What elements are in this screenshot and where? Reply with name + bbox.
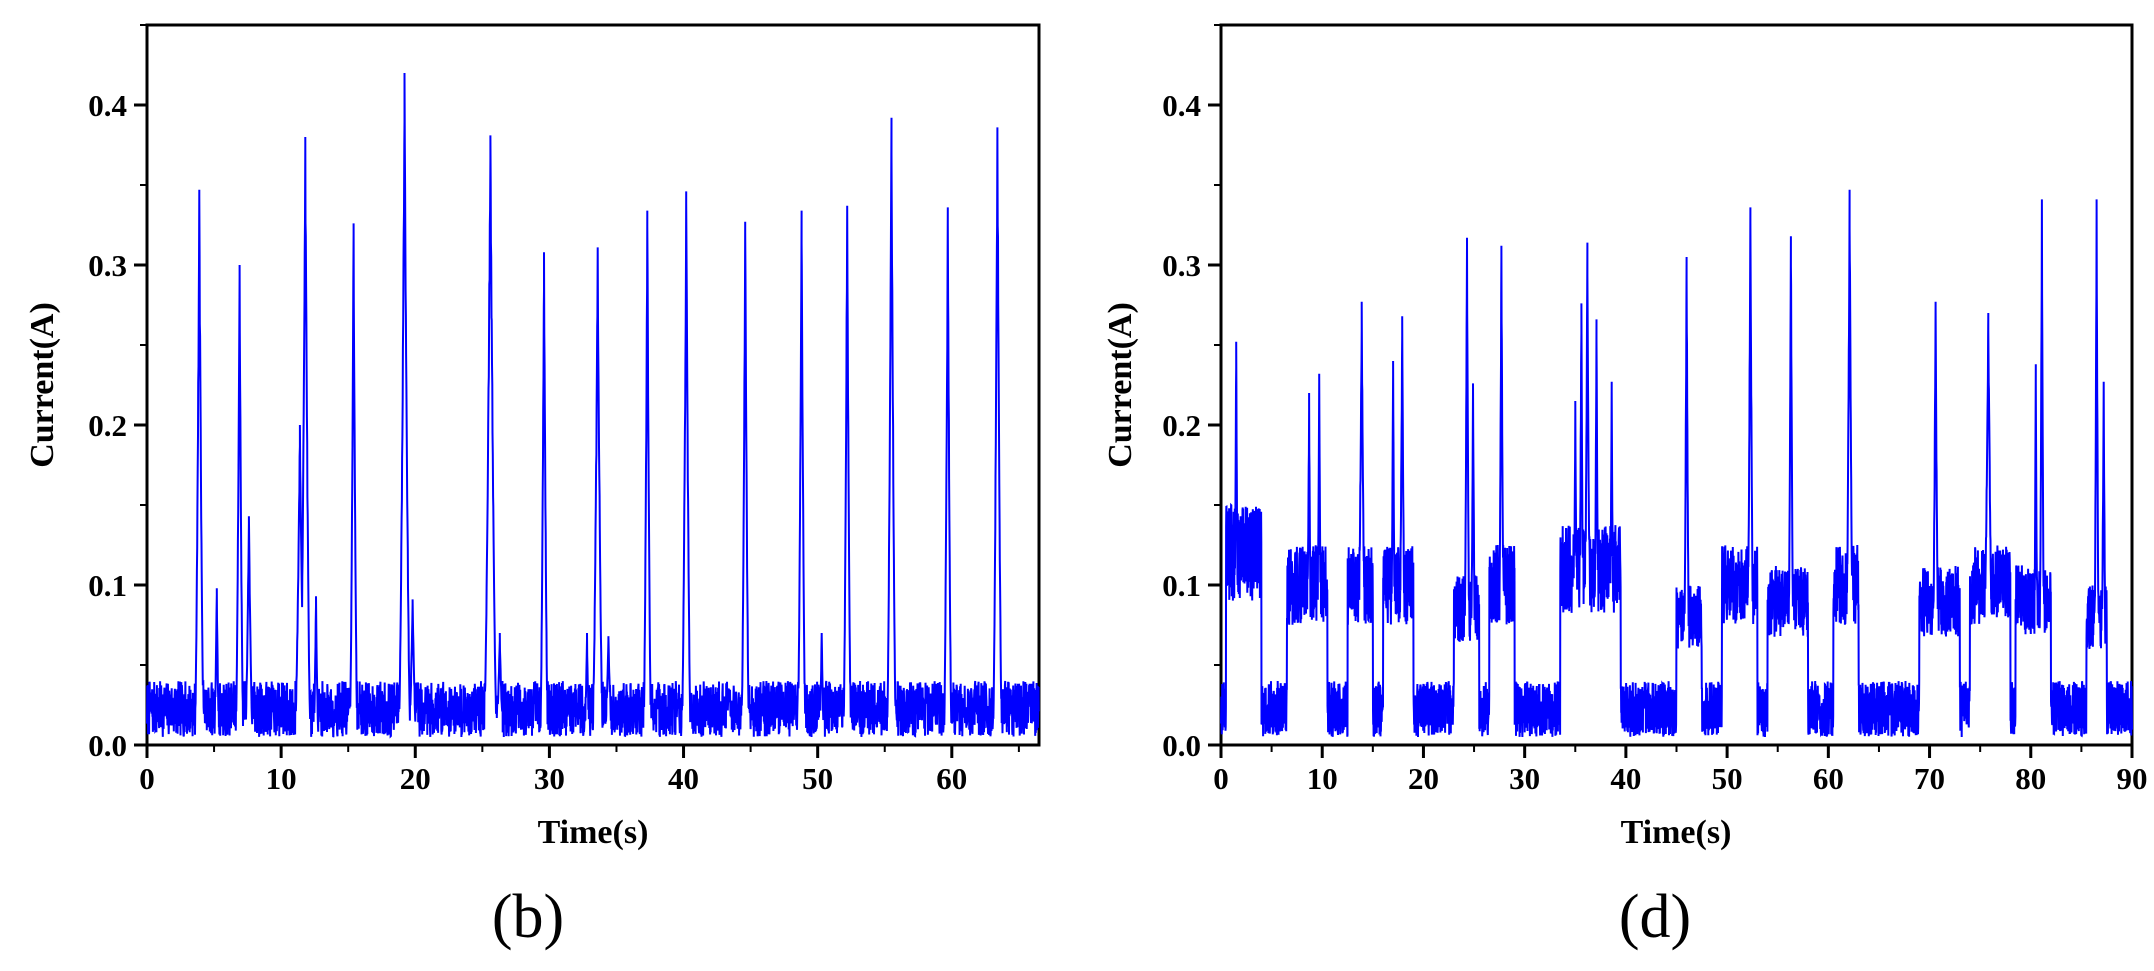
x-tick-label: 60 <box>1813 761 1844 796</box>
x-tick-label: 50 <box>802 761 833 796</box>
axis-ticks: 0 10 20 30 40 50 60 70 80 90 0.0 0.1 0.2 0.3 0.4 <box>1162 24 2148 796</box>
x-tick-label: 20 <box>1408 761 1439 796</box>
y-axis-title: Current(A) <box>24 302 61 468</box>
x-tick-label: 10 <box>1307 761 1338 796</box>
x-tick-label: 80 <box>2015 761 2046 796</box>
x-tick-label: 70 <box>1914 761 1945 796</box>
y-tick-label: 0.0 <box>88 728 127 763</box>
x-tick-label: 30 <box>1509 761 1540 796</box>
x-tick-label: 40 <box>1610 761 1641 796</box>
y-tick-label: 0.2 <box>1162 408 1201 443</box>
y-tick-label: 0.4 <box>88 88 127 123</box>
y-tick-label: 0.3 <box>1162 248 1201 283</box>
panel-label-d: (d) <box>1619 883 1691 951</box>
x-tick-label: 60 <box>936 761 967 796</box>
x-tick-label: 0 <box>1213 761 1229 796</box>
panel-label-b: (b) <box>492 883 564 951</box>
x-tick-label: 90 <box>2117 761 2148 796</box>
x-axis-title: Time(s) <box>1621 814 1732 851</box>
y-tick-label: 0.3 <box>88 248 127 283</box>
x-tick-label: 30 <box>534 761 565 796</box>
y-tick-label: 0.0 <box>1162 728 1201 763</box>
chart-panel-b: 0 10 20 30 40 50 60 0.0 0.1 0.2 0.3 0.4 Time(s) Cur… <box>24 23 1041 951</box>
current-series-line <box>146 72 1040 739</box>
y-axis-title: Current(A) <box>1102 302 1139 468</box>
x-tick-label: 50 <box>1712 761 1743 796</box>
y-tick-label: 0.1 <box>88 568 127 603</box>
x-tick-label: 0 <box>139 761 155 796</box>
plot-frame <box>145 23 1041 747</box>
y-tick-label: 0.2 <box>88 408 127 443</box>
x-tick-label: 40 <box>668 761 699 796</box>
y-tick-label: 0.1 <box>1162 568 1201 603</box>
y-tick-label: 0.4 <box>1162 88 1201 123</box>
x-tick-label: 10 <box>266 761 297 796</box>
axis-ticks: 0 10 20 30 40 50 60 0.0 0.1 0.2 0.3 0.4 <box>88 24 1020 796</box>
x-axis-title: Time(s) <box>538 814 649 851</box>
current-series-line <box>1220 189 2133 738</box>
chart-panel-d: 0 10 20 30 40 50 60 70 80 90 0.0 0.1 0.2 0.3 0.4 Time(… <box>1102 23 2148 951</box>
x-tick-label: 20 <box>400 761 431 796</box>
